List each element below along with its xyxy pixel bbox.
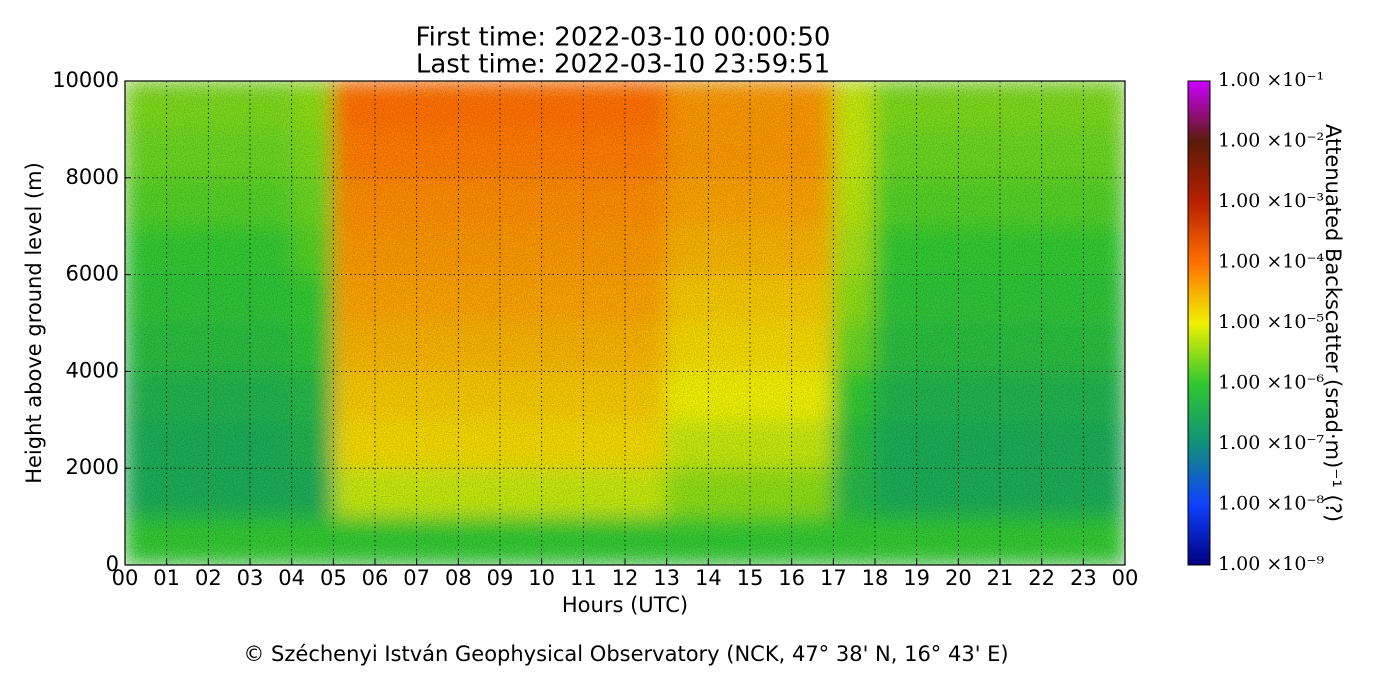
x-tick-label: 12 <box>612 566 639 590</box>
colorbar-tick-label: 1.00 ×10⁻⁸ <box>1218 493 1324 515</box>
footer: © Széchenyi István Geophysical Observato… <box>243 642 1008 666</box>
x-tick-label: 21 <box>987 566 1014 590</box>
x-tick-label: 10 <box>528 566 555 590</box>
axes: 00 01 02 03 04 05 06 07 08 09 10 11 12 13 14 15 16 17 18 19… <box>52 68 1324 590</box>
colorbar-tick-label: 1.00 ×10⁻⁶ <box>1218 372 1324 394</box>
x-tick-label: 17 <box>820 566 847 590</box>
chart-subtitle: Last time: 2022-03-10 23:59:51 <box>416 50 830 80</box>
x-tick-label: 13 <box>653 566 680 590</box>
x-tick-label: 14 <box>695 566 722 590</box>
colorbar <box>1187 80 1211 566</box>
y-tick-label: 2000 <box>66 455 119 479</box>
x-tick-label: 00 <box>112 566 139 590</box>
x-axis-label: Hours (UTC) <box>562 593 688 617</box>
y-tick-label: 10000 <box>52 68 119 92</box>
x-tick-label: 11 <box>570 566 597 590</box>
colorbar-tick-label: 1.00 ×10⁻¹ <box>1218 69 1324 91</box>
x-tick-label: 06 <box>362 566 389 590</box>
x-tick-label: 19 <box>903 566 930 590</box>
y-axis-label: Height above ground level (m) <box>22 162 46 484</box>
y-tick-label: 8000 <box>66 165 119 189</box>
colorbar-tick-label: 1.00 ×10⁻⁷ <box>1218 432 1324 454</box>
x-tick-label: 00 <box>1112 566 1139 590</box>
x-tick-label: 05 <box>320 566 347 590</box>
x-tick-label: 03 <box>237 566 264 590</box>
y-tick-label: 6000 <box>66 262 119 286</box>
x-tick-label: 22 <box>1028 566 1055 590</box>
y-tick-label: 0 <box>106 552 119 576</box>
x-tick-label: 01 <box>153 566 180 590</box>
x-tick-label: 16 <box>778 566 805 590</box>
x-tick-label: 02 <box>195 566 222 590</box>
colorbar-tick-label: 1.00 ×10⁻³ <box>1218 190 1324 212</box>
colorbar-label: Attenuated Backscatter (srad·m)⁻¹ (?) <box>1321 124 1345 522</box>
colorbar-tick-label: 1.00 ×10⁻⁵ <box>1218 311 1324 333</box>
x-tick-label: 15 <box>737 566 764 590</box>
y-tick-label: 4000 <box>66 358 119 382</box>
x-tick-label: 04 <box>278 566 305 590</box>
x-tick-label: 07 <box>403 566 430 590</box>
colorbar-tick-label: 1.00 ×10⁻⁹ <box>1218 553 1324 575</box>
plot-frame <box>124 80 1126 566</box>
x-tick-label: 18 <box>862 566 889 590</box>
x-tick-label: 08 <box>445 566 472 590</box>
x-tick-label: 23 <box>1070 566 1097 590</box>
colorbar-tick-label: 1.00 ×10⁻⁴ <box>1218 251 1324 273</box>
chart-title: First time: 2022-03-10 00:00:50 <box>416 23 831 53</box>
colorbar-tick-label: 1.00 ×10⁻² <box>1218 130 1324 152</box>
x-tick-label: 20 <box>945 566 972 590</box>
texture <box>125 81 1125 565</box>
x-tick-label: 09 <box>487 566 514 590</box>
